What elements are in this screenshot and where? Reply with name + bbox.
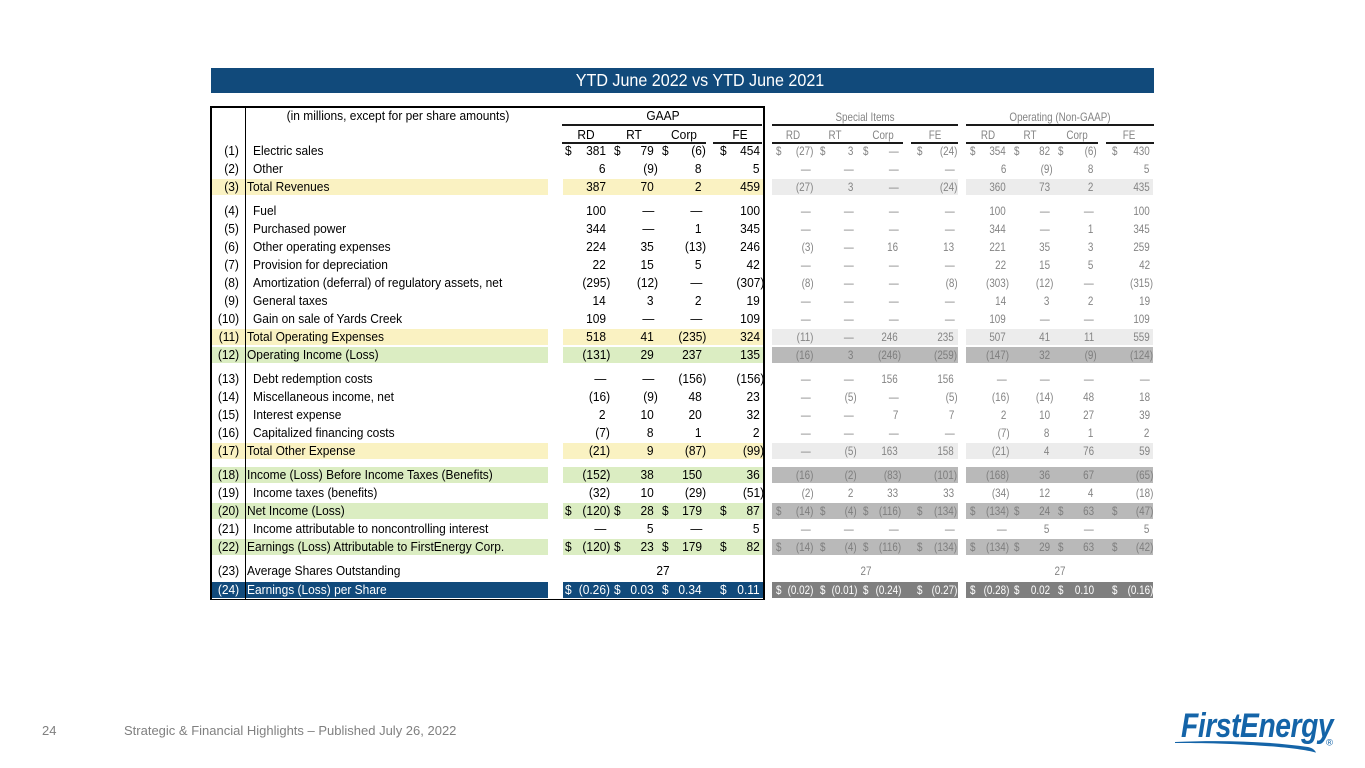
svg-text:FirstEnergy: FirstEnergy xyxy=(1181,707,1335,745)
svg-text:®: ® xyxy=(1326,738,1333,749)
